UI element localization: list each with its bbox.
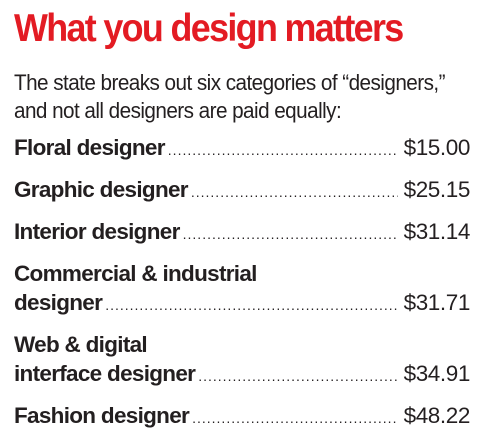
pay-row-commercial: Commercial & industrial designer $31.71	[14, 259, 470, 320]
pay-row-line: Floral designer $15.00	[14, 133, 470, 165]
dot-leader	[168, 136, 398, 165]
pay-row-line: Fashion designer $48.22	[14, 401, 470, 433]
pay-row-line: Interior designer $31.14	[14, 217, 470, 249]
hourly-wage: $25.15	[403, 177, 471, 202]
designer-name: designer	[14, 290, 103, 315]
intro-line-2: and not all designers are paid equally:	[14, 98, 342, 123]
hourly-wage: $31.14	[403, 219, 471, 244]
dot-leader	[105, 291, 397, 320]
dot-leader	[183, 220, 398, 249]
pay-list: Floral designer $15.00 Graphic designer …	[14, 133, 470, 433]
pay-row-line: interface designer $34.91	[14, 359, 470, 391]
hourly-wage: $15.00	[403, 135, 471, 160]
pay-row-line: Graphic designer $25.15	[14, 175, 470, 207]
designer-name-first-line: Web & digital	[14, 332, 148, 357]
dot-leader	[191, 178, 398, 207]
hourly-wage: $34.91	[403, 361, 471, 386]
pay-row-web: Web & digital interface designer $34.91	[14, 330, 470, 391]
designer-name: interface designer	[14, 361, 196, 386]
dot-leader	[192, 404, 397, 433]
designer-name: Floral designer	[14, 135, 165, 160]
designer-name: Fashion designer	[14, 403, 190, 428]
pay-row-floral: Floral designer $15.00	[14, 133, 470, 165]
designer-name-first-line: Commercial & industrial	[14, 261, 257, 286]
intro-text: The state breaks out six categories of “…	[14, 69, 474, 125]
designer-name: Graphic designer	[14, 177, 189, 202]
designer-name: Interior designer	[14, 219, 180, 244]
hourly-wage: $48.22	[403, 403, 471, 428]
pay-row-line: designer $31.71	[14, 288, 470, 320]
pay-row-graphic: Graphic designer $25.15	[14, 175, 470, 207]
page-title: What you design matters	[14, 7, 404, 50]
pay-row-interior: Interior designer $31.14	[14, 217, 470, 249]
hourly-wage: $31.71	[403, 290, 471, 315]
dot-leader	[198, 362, 397, 391]
intro-line-1: The state breaks out six categories of “…	[14, 70, 445, 95]
pay-row-fashion: Fashion designer $48.22	[14, 401, 470, 433]
